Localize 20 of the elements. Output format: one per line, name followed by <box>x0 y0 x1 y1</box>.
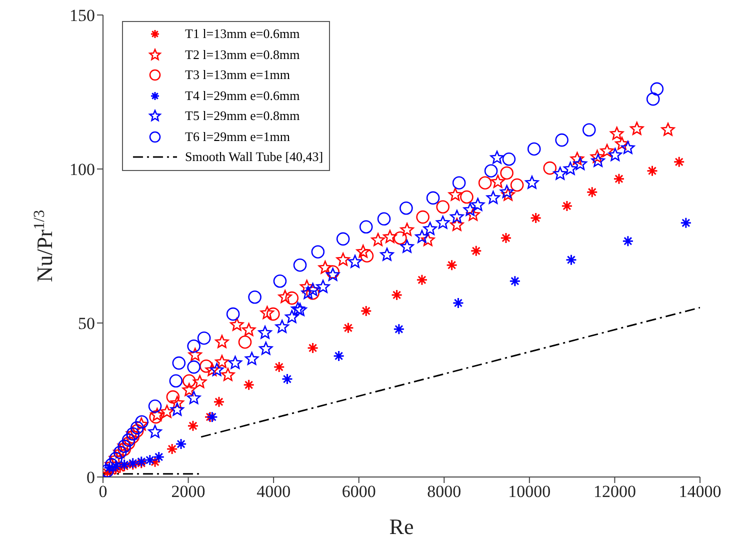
legend-label: T1 l=13mm e=0.6mm <box>185 26 300 42</box>
x-tick-label: 6000 <box>342 482 376 502</box>
x-tick-label: 12000 <box>593 482 636 502</box>
y-tick-label: 150 <box>70 6 95 26</box>
legend-label: T4 l=29mm e=0.6mm <box>185 88 300 104</box>
legend-label: T6 l=29mm e=1mm <box>185 128 290 145</box>
y-tick-label: 100 <box>70 160 95 180</box>
legend-label: Smooth Wall Tube [40,43] <box>185 149 324 166</box>
x-tick-label: 10000 <box>508 482 551 502</box>
x-tick-label: 0 <box>98 482 108 502</box>
y-tick-label: 50 <box>78 314 95 334</box>
legend-label: T5 l=29mm e=0.8mm <box>185 108 300 124</box>
legend-label: T2 l=13mm e=0.8mm <box>185 46 300 63</box>
legend-label: T3 l=13mm e=1mm <box>185 67 290 84</box>
x-tick-label: 8000 <box>427 482 462 502</box>
x-axis-title: Re <box>389 514 414 539</box>
x-tick-label: 14000 <box>678 482 722 502</box>
y-tick-label: 0 <box>86 468 95 488</box>
x-tick-label: 2000 <box>171 482 206 502</box>
x-tick-label: 4000 <box>256 482 291 502</box>
